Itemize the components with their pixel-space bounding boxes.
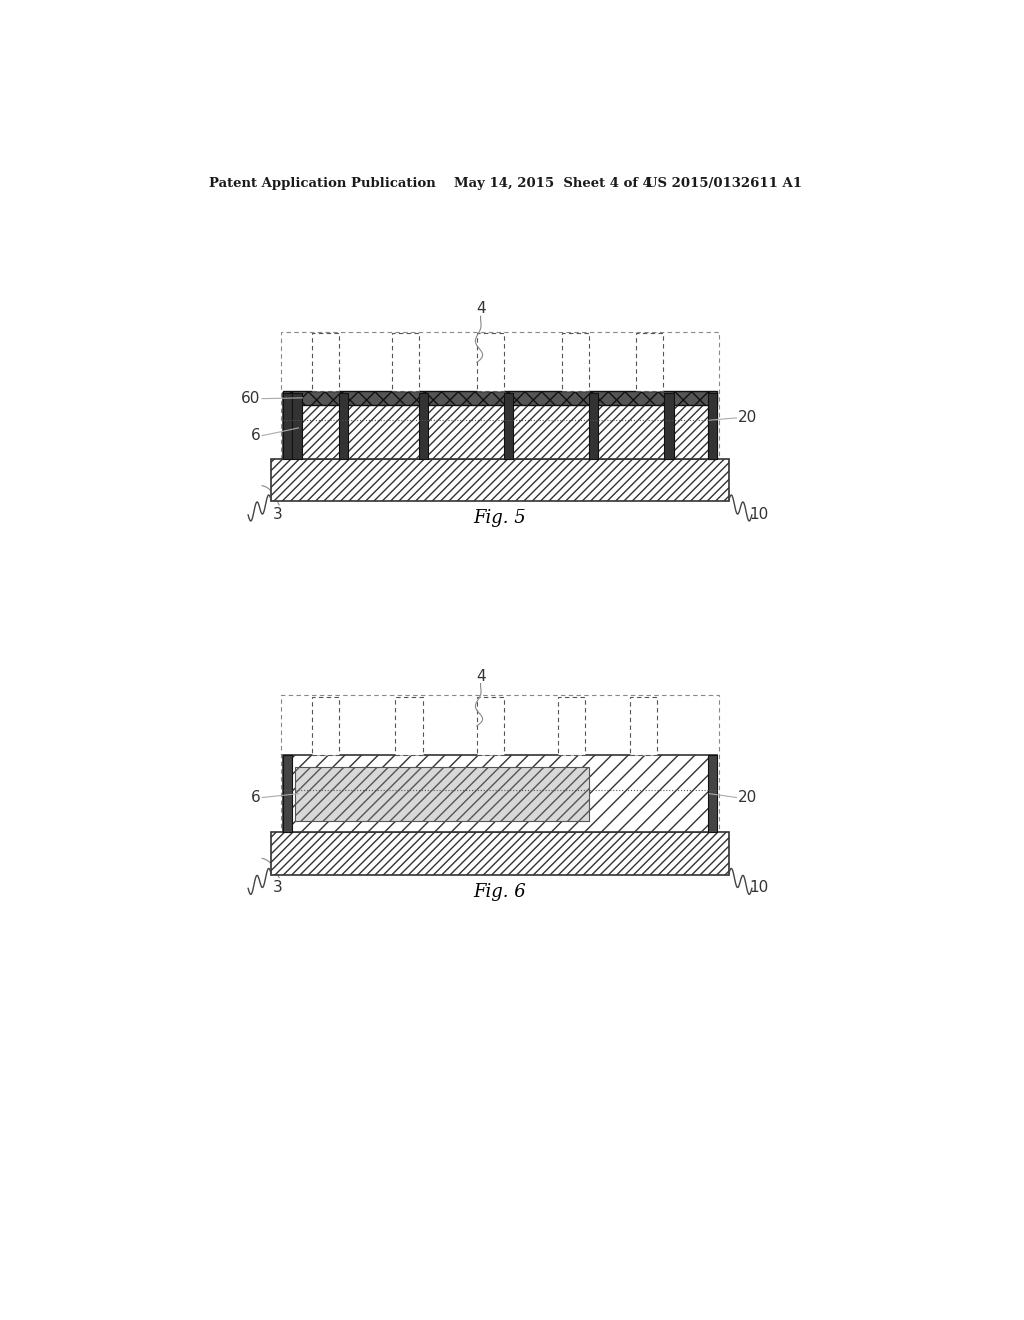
Bar: [504, 393, 513, 459]
Text: 3: 3: [273, 880, 283, 895]
Text: 6: 6: [251, 428, 260, 444]
Bar: [281, 333, 719, 461]
Bar: [562, 333, 589, 391]
Text: 4: 4: [476, 668, 485, 684]
Bar: [281, 696, 719, 834]
Bar: [311, 697, 339, 755]
Bar: [295, 767, 589, 821]
Bar: [283, 755, 292, 832]
Bar: [391, 333, 419, 391]
Bar: [271, 459, 729, 502]
Bar: [630, 697, 657, 755]
Bar: [395, 697, 423, 755]
Bar: [589, 393, 598, 459]
Bar: [477, 333, 504, 391]
Bar: [283, 391, 717, 405]
Text: US 2015/0132611 A1: US 2015/0132611 A1: [646, 177, 802, 190]
Text: 10: 10: [750, 507, 769, 523]
Bar: [311, 333, 339, 391]
Bar: [708, 755, 717, 832]
Bar: [283, 393, 717, 459]
Text: Fig. 6: Fig. 6: [474, 883, 526, 902]
Bar: [636, 333, 663, 391]
Bar: [477, 697, 504, 755]
Bar: [339, 393, 348, 459]
Bar: [708, 393, 717, 459]
Text: 3: 3: [273, 507, 283, 523]
Bar: [708, 393, 717, 459]
Text: 4: 4: [476, 301, 485, 317]
Text: 6: 6: [251, 789, 260, 805]
Text: May 14, 2015  Sheet 4 of 4: May 14, 2015 Sheet 4 of 4: [454, 177, 651, 190]
Text: 10: 10: [750, 880, 769, 895]
Text: 20: 20: [738, 789, 757, 805]
Text: Patent Application Publication: Patent Application Publication: [209, 177, 436, 190]
Bar: [283, 393, 292, 459]
Bar: [271, 832, 729, 875]
Bar: [558, 697, 586, 755]
Bar: [665, 393, 674, 459]
Bar: [292, 393, 302, 459]
Text: 20: 20: [738, 411, 757, 425]
Bar: [419, 393, 428, 459]
Text: 60: 60: [241, 391, 260, 407]
Bar: [283, 755, 717, 832]
Text: Fig. 5: Fig. 5: [474, 510, 526, 527]
